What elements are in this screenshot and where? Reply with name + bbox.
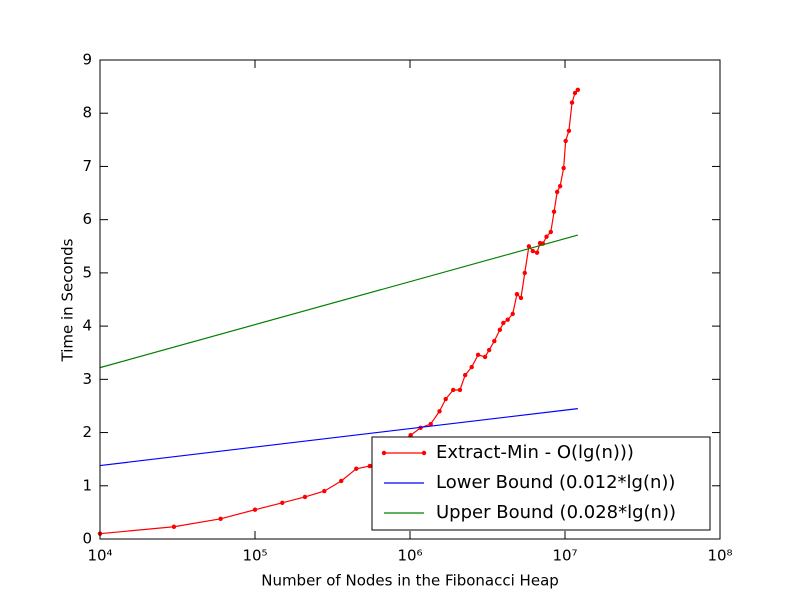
x-tick-label: 10⁸ bbox=[707, 547, 732, 565]
data-point bbox=[510, 311, 515, 317]
data-point bbox=[475, 352, 481, 358]
data-point bbox=[563, 138, 568, 144]
data-point bbox=[497, 327, 503, 333]
y-tick-label: 0 bbox=[82, 530, 92, 548]
y-tick-label: 6 bbox=[82, 210, 92, 228]
data-point bbox=[443, 396, 448, 402]
y-tick-label: 3 bbox=[82, 370, 92, 388]
x-tick-label: 10⁶ bbox=[397, 547, 422, 565]
y-tick-label: 7 bbox=[82, 157, 92, 175]
y-tick-label: 1 bbox=[82, 476, 92, 494]
legend-label: Extract-Min - O(lg(n))) bbox=[436, 442, 634, 463]
data-point bbox=[428, 421, 433, 427]
x-tick-label: 10⁴ bbox=[87, 547, 112, 565]
series-line bbox=[99, 89, 579, 535]
data-point bbox=[367, 463, 372, 469]
data-point bbox=[530, 248, 536, 254]
y-tick-label: 4 bbox=[82, 317, 92, 335]
series-line bbox=[99, 234, 578, 369]
data-point bbox=[551, 209, 557, 214]
data-point bbox=[354, 466, 359, 471]
plot-frame bbox=[99, 59, 721, 540]
x-tick-label: 10⁷ bbox=[552, 547, 577, 565]
data-point bbox=[518, 295, 524, 301]
y-axis-label: Time in Seconds bbox=[59, 238, 77, 362]
data-point bbox=[569, 100, 575, 105]
data-point bbox=[486, 347, 492, 353]
data-point bbox=[492, 338, 497, 344]
data-point bbox=[408, 433, 413, 438]
data-point bbox=[572, 90, 578, 96]
data-point bbox=[280, 500, 285, 506]
data-point bbox=[522, 270, 527, 276]
data-point bbox=[437, 409, 442, 414]
data-point bbox=[548, 229, 554, 235]
data-point bbox=[501, 320, 506, 326]
legend: Extract-Min - O(lg(n))) Lower Bound (0.01… bbox=[371, 436, 711, 531]
data-point bbox=[462, 372, 468, 378]
legend-marker bbox=[381, 450, 387, 456]
y-tick-label: 8 bbox=[82, 104, 92, 122]
data-point bbox=[451, 387, 456, 393]
data-point bbox=[557, 183, 563, 189]
data-point bbox=[566, 128, 572, 133]
y-tick-label: 5 bbox=[82, 263, 92, 281]
data-point bbox=[514, 291, 520, 297]
y-tick-label: 2 bbox=[82, 423, 92, 441]
series-line bbox=[99, 408, 578, 467]
data-point bbox=[505, 317, 510, 322]
data-point bbox=[322, 488, 327, 494]
data-point bbox=[252, 507, 258, 512]
data-point bbox=[526, 244, 532, 249]
legend-label: Upper Bound (0.028*lg(n)) bbox=[436, 502, 676, 523]
data-point bbox=[469, 364, 474, 370]
legend-marker bbox=[421, 450, 427, 456]
legend-box bbox=[371, 436, 711, 531]
data-point bbox=[302, 494, 308, 500]
data-point bbox=[534, 250, 540, 255]
data-point bbox=[457, 387, 463, 393]
data-point bbox=[544, 234, 549, 239]
data-point bbox=[575, 87, 581, 93]
data-point bbox=[339, 478, 344, 484]
y-tick-label: 9 bbox=[82, 51, 92, 69]
data-point bbox=[561, 165, 566, 171]
x-tick-label: 10⁵ bbox=[242, 547, 267, 565]
data-point bbox=[218, 516, 223, 521]
data-point bbox=[482, 354, 488, 360]
x-axis-label: Number of Nodes in the Fibonacci Heap bbox=[261, 572, 559, 590]
data-point bbox=[171, 524, 177, 529]
data-point bbox=[554, 189, 560, 195]
legend-label: Lower Bound (0.012*lg(n)) bbox=[436, 472, 675, 493]
